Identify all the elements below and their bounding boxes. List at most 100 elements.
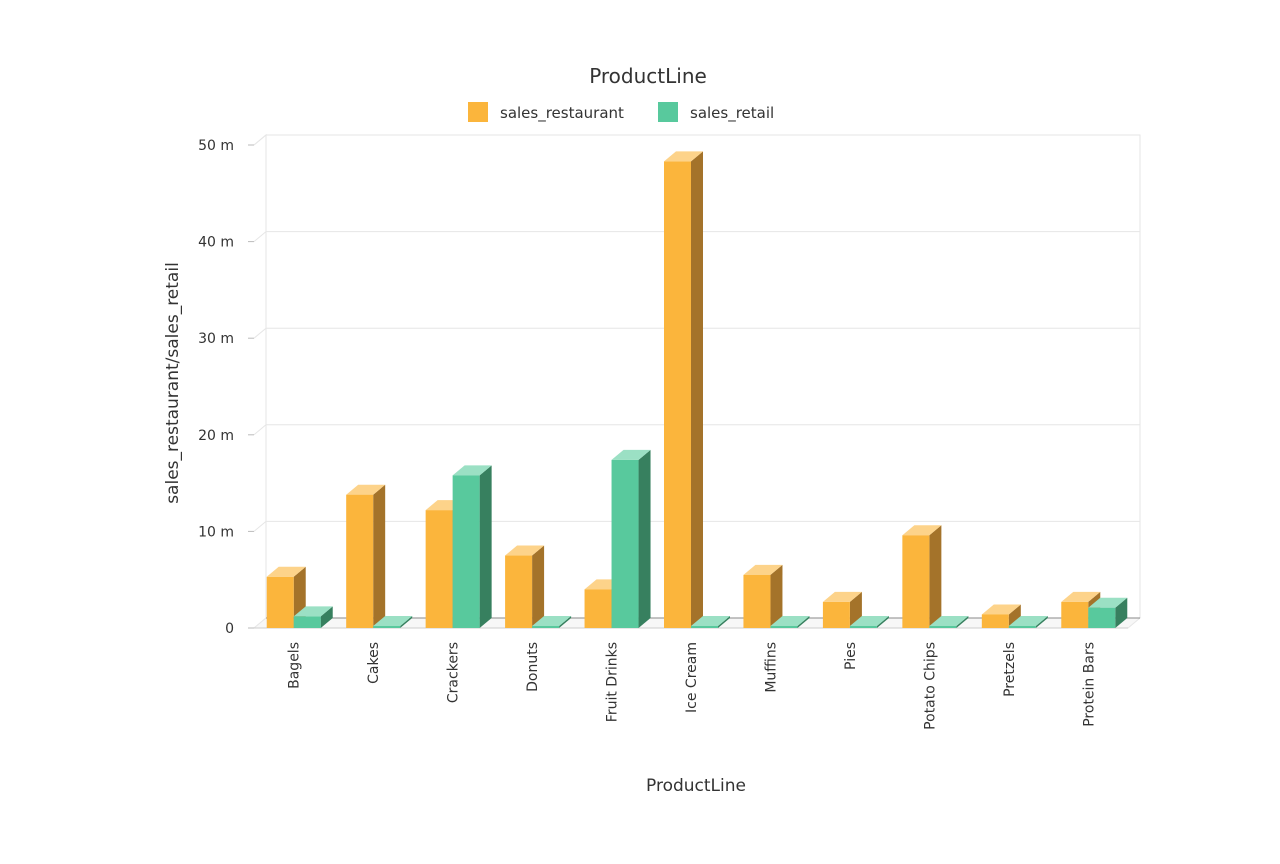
bar-top — [849, 616, 889, 626]
gridline — [253, 520, 1140, 532]
bar-sales_restaurant-donuts — [505, 545, 545, 628]
bar-front — [584, 589, 612, 628]
bar-sales_retail-fruit-drinks — [611, 449, 651, 628]
legend-swatch — [468, 102, 488, 122]
legend: sales_restaurant sales_retail — [468, 102, 774, 123]
bar-sales_retail-donuts — [532, 616, 572, 628]
bar-side — [929, 525, 942, 628]
x-tick-label: Protein Bars — [1081, 642, 1097, 727]
legend-label: sales_retail — [690, 104, 774, 123]
y-tick-label: 0 — [225, 621, 234, 637]
bar-sales_retail-ice-cream — [691, 616, 730, 628]
bar-top — [452, 465, 492, 476]
bar-side — [373, 484, 386, 628]
bar-top — [743, 564, 783, 575]
bar-front — [902, 535, 930, 628]
bar-front — [849, 626, 877, 628]
bar-front — [425, 510, 453, 628]
bar-front — [373, 626, 401, 628]
bar-side — [532, 545, 545, 628]
x-tick-label: Donuts — [525, 642, 541, 692]
bar-side — [691, 151, 703, 628]
bar-front — [293, 616, 321, 628]
gridline — [253, 424, 1140, 436]
y-tick-label: 50 m — [198, 138, 234, 154]
legend-item-sales_retail: sales_retail — [658, 102, 774, 123]
bar-front — [822, 601, 850, 628]
y-tick-label: 10 m — [198, 524, 234, 540]
bar-front — [1061, 601, 1089, 628]
x-tick-label: Fruit Drinks — [605, 642, 621, 722]
bar-top — [1061, 591, 1101, 602]
x-axis-title: ProductLine — [646, 776, 746, 796]
bar-top — [532, 616, 572, 626]
bar-sales_restaurant-cakes — [346, 484, 386, 628]
bar-side — [400, 616, 413, 628]
bar-top — [929, 616, 969, 626]
bar-top — [691, 616, 730, 626]
bar-side — [1008, 604, 1021, 628]
bar-top — [664, 151, 703, 162]
bar-sales_restaurant-muffins — [743, 564, 783, 628]
gridline — [253, 231, 1140, 242]
bar-side — [479, 465, 492, 628]
left-wall — [253, 133, 267, 629]
bar-front — [452, 475, 480, 628]
bar-top — [981, 604, 1021, 615]
bar-sales_retail-muffins — [770, 616, 810, 628]
bar-sales_retail-crackers — [452, 465, 492, 628]
bar-side — [718, 616, 730, 628]
x-axis-ticks: Bagels Cakes Crackers Donuts Fruit Drinks Ice… — [287, 642, 1098, 730]
bar-side — [638, 449, 651, 628]
bar-front — [691, 626, 718, 628]
bar-front — [1088, 607, 1116, 628]
bar-top — [822, 591, 862, 602]
bar-side — [770, 564, 783, 628]
x-tick-label: Muffins — [763, 642, 779, 693]
bar-side — [1035, 616, 1048, 628]
bar-front — [611, 459, 639, 628]
y-axis-title: sales_restaurant/sales_retail — [163, 262, 183, 504]
bar-top — [770, 616, 810, 626]
y-tick-label: 30 m — [198, 331, 234, 347]
bar-front — [664, 161, 691, 628]
bar-sales_retail-pretzels — [1008, 616, 1048, 628]
bar-sales_retail-pies — [849, 616, 889, 628]
bar-side — [320, 606, 333, 628]
y-tick-label: 40 m — [198, 235, 234, 251]
bar-sales_restaurant-pretzels — [981, 604, 1021, 628]
bar-sales_restaurant-bagels — [266, 566, 306, 628]
bar-top — [346, 484, 386, 495]
gridline — [253, 327, 1140, 339]
bar-sales_retail-bagels — [293, 606, 333, 628]
bar-side — [876, 616, 889, 628]
bar-top — [902, 525, 942, 536]
x-tick-label: Pies — [843, 642, 859, 670]
x-tick-label: Potato Chips — [922, 642, 938, 730]
bars — [266, 151, 1128, 628]
bar-top — [266, 566, 306, 577]
legend-item-sales_restaurant: sales_restaurant — [468, 102, 624, 123]
bar-sales_retail-cakes — [373, 616, 413, 628]
legend-label: sales_restaurant — [500, 104, 624, 123]
bar-front — [266, 576, 294, 628]
bar-sales_restaurant-potato-chips — [902, 525, 942, 628]
bar-side — [1115, 597, 1128, 628]
bar-top — [293, 606, 333, 617]
x-tick-label: Pretzels — [1002, 642, 1018, 697]
bar-top — [611, 449, 651, 460]
bar-front — [981, 614, 1009, 628]
bar-top — [1088, 597, 1128, 608]
x-tick-label: Crackers — [446, 642, 462, 703]
bar-top — [373, 616, 413, 626]
bar-front — [532, 626, 560, 628]
bar-sales_retail-potato-chips — [929, 616, 969, 628]
bar-front — [1008, 626, 1036, 628]
bar-sales_retail-protein-bars — [1088, 597, 1128, 628]
bar-front — [346, 494, 374, 628]
bar-top — [505, 545, 545, 556]
bar-side — [559, 616, 572, 628]
bar-front — [770, 626, 798, 628]
bar-front — [743, 574, 771, 628]
